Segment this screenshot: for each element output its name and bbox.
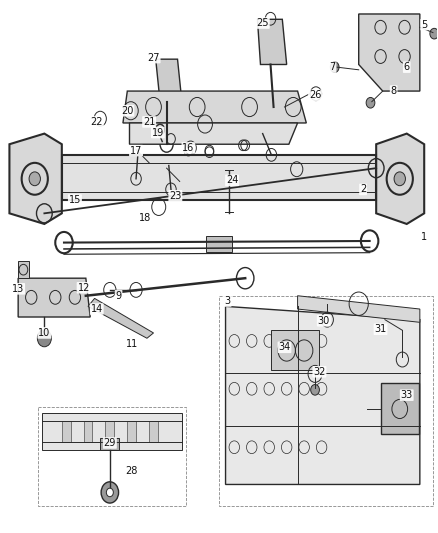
Circle shape <box>394 172 406 185</box>
Text: 24: 24 <box>226 175 238 185</box>
Polygon shape <box>226 306 420 484</box>
Text: 31: 31 <box>374 324 387 334</box>
Text: 10: 10 <box>38 328 50 338</box>
Polygon shape <box>130 123 297 144</box>
Text: 1: 1 <box>421 232 427 243</box>
Polygon shape <box>100 438 120 450</box>
Polygon shape <box>376 134 424 224</box>
Text: 8: 8 <box>391 86 397 96</box>
Circle shape <box>37 330 51 347</box>
Polygon shape <box>10 134 62 224</box>
Text: 3: 3 <box>225 296 231 306</box>
Circle shape <box>430 28 438 39</box>
Text: 16: 16 <box>182 143 194 153</box>
Text: 13: 13 <box>12 284 24 294</box>
Text: 18: 18 <box>139 213 151 223</box>
Polygon shape <box>149 421 158 442</box>
Text: 21: 21 <box>143 117 155 127</box>
Polygon shape <box>127 421 136 442</box>
Text: 9: 9 <box>116 290 122 301</box>
Text: 22: 22 <box>91 117 103 127</box>
Text: 23: 23 <box>169 191 181 201</box>
Text: 6: 6 <box>404 62 410 72</box>
Polygon shape <box>123 91 306 123</box>
Circle shape <box>29 172 40 185</box>
Text: 33: 33 <box>401 390 413 400</box>
Polygon shape <box>18 261 29 278</box>
Text: 20: 20 <box>121 106 134 116</box>
Text: 2: 2 <box>360 184 366 195</box>
Polygon shape <box>272 330 319 370</box>
Text: 25: 25 <box>256 18 269 28</box>
Polygon shape <box>18 278 90 317</box>
Polygon shape <box>62 421 71 442</box>
Polygon shape <box>106 421 114 442</box>
Text: 17: 17 <box>130 146 142 156</box>
Text: 11: 11 <box>126 338 138 349</box>
Polygon shape <box>381 383 419 434</box>
Text: 19: 19 <box>152 127 164 138</box>
Text: 29: 29 <box>104 438 116 448</box>
Text: 14: 14 <box>91 304 103 314</box>
Polygon shape <box>258 19 287 64</box>
Polygon shape <box>359 14 420 91</box>
Polygon shape <box>42 413 182 450</box>
Circle shape <box>366 98 375 108</box>
Text: 34: 34 <box>279 342 291 352</box>
Polygon shape <box>62 155 376 200</box>
Polygon shape <box>206 236 232 252</box>
Text: 27: 27 <box>147 53 160 62</box>
Polygon shape <box>155 59 182 102</box>
Polygon shape <box>297 296 420 322</box>
Text: 32: 32 <box>313 367 325 377</box>
Text: 5: 5 <box>421 20 427 30</box>
Polygon shape <box>88 298 153 338</box>
Text: 7: 7 <box>329 62 336 72</box>
Text: 30: 30 <box>318 316 330 326</box>
Circle shape <box>311 384 319 395</box>
Text: 15: 15 <box>69 195 81 205</box>
Text: 12: 12 <box>78 283 90 293</box>
Circle shape <box>106 488 113 497</box>
Circle shape <box>101 482 119 503</box>
Circle shape <box>330 62 339 72</box>
Text: 28: 28 <box>126 466 138 476</box>
Polygon shape <box>84 421 92 442</box>
Text: 26: 26 <box>309 90 321 100</box>
